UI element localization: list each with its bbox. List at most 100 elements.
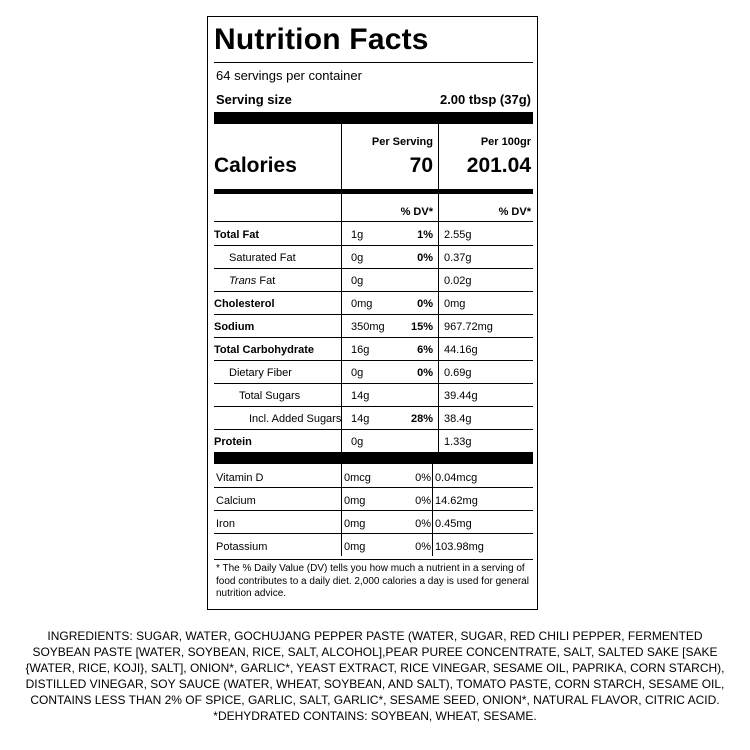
nutrient-per100: 0.69g [444,367,472,379]
nutrient-dv: 0% [417,252,433,264]
row-divider [214,533,533,534]
column-divider [438,360,439,383]
nutrient-amount: 0g [351,367,364,379]
nutrient-name: Total Carbohydrate [214,344,315,356]
row-divider [214,487,533,488]
column-divider [341,124,342,191]
nutrient-amount: 14g [351,390,370,402]
row-divider [214,337,533,338]
vitamin-name: Iron [216,518,235,530]
row-divider [214,383,533,384]
ingredients-line: {WATER, RICE, KOJI}, SALT], ONION*, GARL… [25,661,725,675]
column-divider [341,268,342,291]
column-divider [438,406,439,429]
nutrient-per100: 39.44g [444,390,478,402]
per-serving-header: Per Serving [371,136,433,148]
column-divider [341,429,342,452]
vitamin-name: Calcium [216,495,256,507]
vitamin-per100: 103.98mg [435,541,484,553]
nutrient-per100: 38.4g [444,413,472,425]
nutrient-dv: 0% [417,367,433,379]
serving-size-value: 2.00 tbsp (37g) [439,92,531,107]
column-divider [432,487,433,510]
nutrient-amount: 0g [351,275,364,287]
nutrient-amount: 0mg [351,298,373,310]
nutrient-name: Cholesterol [214,298,275,310]
row-divider [214,510,533,511]
calories-per-100: 201.04 [466,154,531,177]
nutrient-per100: 0.02g [444,275,472,287]
nutrient-per100: 2.55g [444,229,472,241]
row-divider [214,429,533,430]
nutrient-name-italic: Trans [229,275,257,287]
calories-per-serving: 70 [409,154,433,177]
column-divider [341,510,342,533]
column-divider [432,533,433,556]
column-divider [341,383,342,406]
vitamin-amount: 0mcg [344,472,371,484]
servings-per-container: 64 servings per container [216,68,362,83]
column-divider [438,314,439,337]
ingredients-line: *DEHYDRATED CONTAINS: SOYBEAN, WHEAT, SE… [213,709,537,723]
ingredients-line: INGREDIENTS: SUGAR, WATER, GOCHUJANG PEP… [47,629,703,643]
nutrient-name: Saturated Fat [229,252,296,264]
nutrient-amount: 16g [351,344,370,356]
column-divider [438,337,439,360]
nutrient-amount: 0g [351,252,364,264]
row-divider [214,291,533,292]
vitamin-per100: 0.04mcg [435,472,478,484]
nutrient-amount: 0g [351,436,364,448]
column-divider [341,487,342,510]
nutrient-per100: 0.37g [444,252,472,264]
vitamin-name: Vitamin D [216,472,264,484]
column-divider [341,314,342,337]
nutrient-amount: 350mg [351,321,385,333]
column-divider [438,429,439,452]
nutrient-name: Total Fat [214,229,260,241]
nutrient-per100: 1.33g [444,436,472,448]
column-divider [341,337,342,360]
nutrition-facts-label: Nutrition Facts 64 servings per containe… [207,16,538,610]
column-divider [432,510,433,533]
nutrient-amount: 1g [351,229,364,241]
dv-footnote: * The % Daily Value (DV) tells you how m… [216,563,529,599]
serving-size-label: Serving size [216,92,292,107]
vitamin-dv: 0% [415,472,431,484]
divider [214,559,533,560]
vitamin-dv: 0% [415,518,431,530]
column-divider [341,245,342,268]
column-divider [438,268,439,291]
row-divider [214,245,533,246]
column-divider [341,222,342,245]
label-title: Nutrition Facts [214,23,429,56]
nutrient-name: Dietary Fiber [229,367,292,379]
column-divider [341,360,342,383]
vitamin-dv: 0% [415,495,431,507]
vitamin-amount: 0mg [344,495,366,507]
nutrient-name: Sodium [214,321,255,333]
calories-label: Calories [214,154,297,177]
vitamin-amount: 0mg [344,518,366,530]
vitamin-amount: 0mg [344,541,366,553]
vitamin-name: Potassium [216,541,268,553]
nutrient-name: Incl. Added Sugars [249,413,342,425]
nutrient-name-rest: Fat [256,275,276,287]
vitamin-per100: 0.45mg [435,518,472,530]
ingredients-line: CONTAINS LESS THAN 2% OF SPICE, GARLIC, … [30,693,720,707]
thick-divider [214,452,533,464]
column-divider [341,406,342,429]
column-divider [438,383,439,406]
dv-header-serving: % DV* [400,206,433,218]
nutrient-per100: 967.72mg [444,321,493,333]
nutrient-amount: 14g [351,413,370,425]
nutrient-dv: 15% [410,321,433,333]
nutrient-dv: 6% [417,344,433,356]
medium-divider [214,189,533,194]
column-divider [432,464,433,487]
nutrient-per100: 44.16g [444,344,478,356]
row-divider [214,360,533,361]
ingredients-text: INGREDIENTS: SUGAR, WATER, GOCHUJANG PEP… [20,628,730,724]
column-divider [438,222,439,245]
nutrient-dv: 1% [417,229,433,241]
vitamin-dv: 0% [415,541,431,553]
